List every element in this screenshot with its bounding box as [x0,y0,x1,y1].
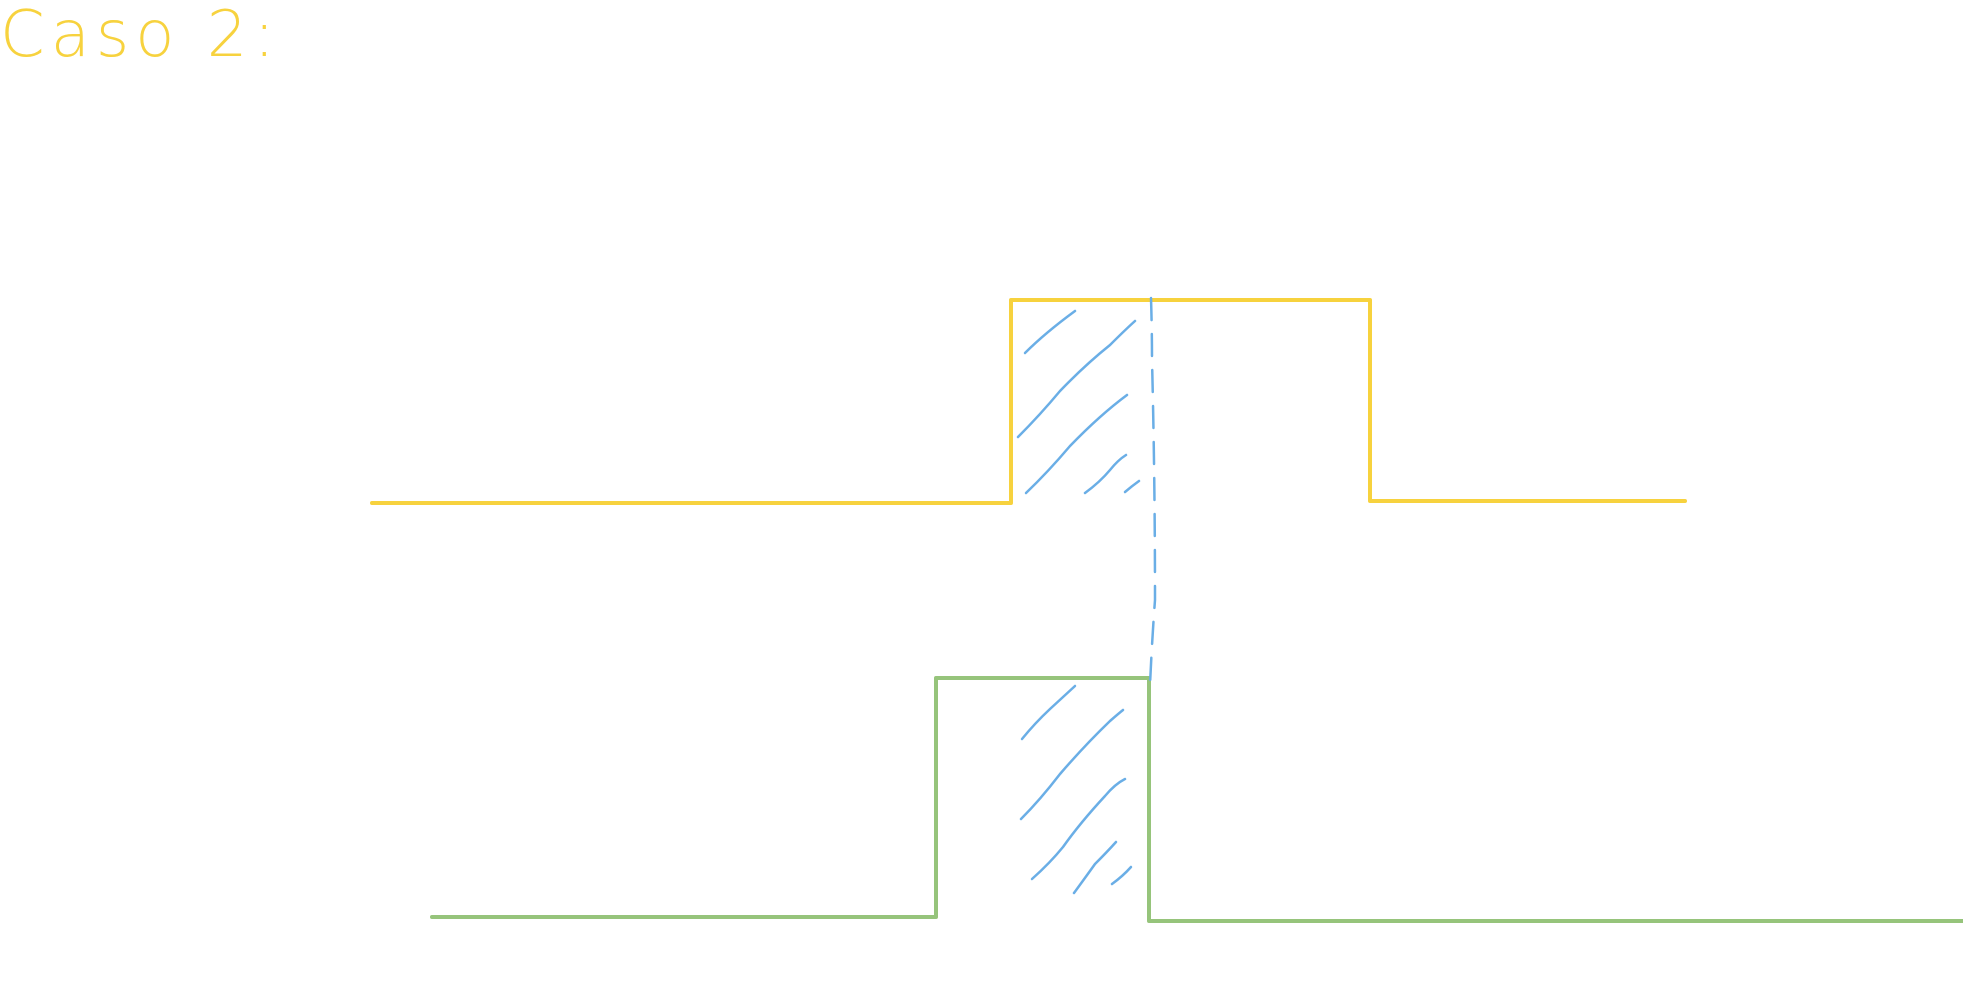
top-overlap-hatching [1016,309,1141,495]
hatch-stroke [1110,865,1133,886]
top-signal-waveform [370,298,1687,505]
hatch-stroke [1123,479,1141,494]
alignment-dashed-line [1148,296,1157,687]
hatch-stroke [1023,309,1077,355]
hatch-stroke [1016,319,1137,439]
diagram-title: Caso 2: [0,0,281,72]
bottom-overlap-hatching [1019,684,1133,895]
hatch-stroke [1030,777,1127,881]
hatch-stroke [1072,840,1118,895]
hatch-stroke [1020,684,1077,741]
bottom-signal-waveform [430,676,1963,923]
hatch-stroke [1024,393,1129,495]
hatch-stroke [1083,453,1128,495]
hatch-stroke [1019,708,1125,821]
